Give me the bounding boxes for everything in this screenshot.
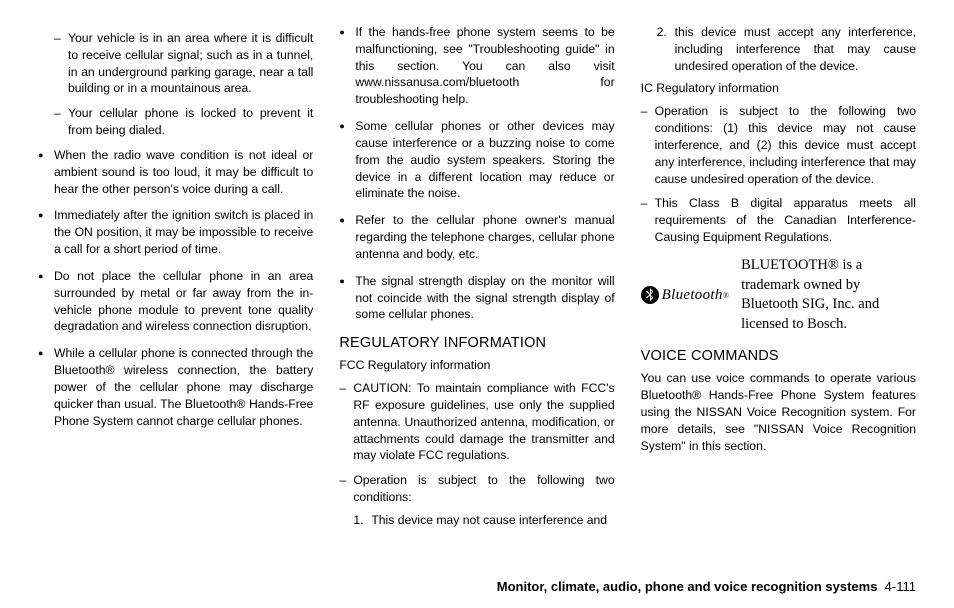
bluetooth-logo: Bluetooth® [641, 285, 729, 306]
bluetooth-icon [641, 286, 659, 304]
text-item: While a cellular phone is connected thro… [38, 345, 313, 429]
column-1: Your vehicle is in an area where it is d… [38, 24, 313, 554]
text-item: this device must accept any interference… [657, 24, 916, 74]
heading-regulatory: REGULATORY INFORMATION [339, 333, 614, 353]
subheading-fcc: FCC Regulatory information [339, 357, 614, 374]
bluetooth-trademark-text: BLUETOOTH® is a trademark owned by Bluet… [741, 256, 916, 334]
registered-mark: ® [723, 290, 729, 301]
text-item: Some cellular phones or other devices ma… [339, 118, 614, 202]
text-item: Immediately after the ignition switch is… [38, 207, 313, 257]
bluetooth-wordmark: Bluetooth [662, 285, 723, 306]
column-3: this device must accept any interference… [641, 24, 916, 554]
subheading-ic: IC Regulatory information [641, 80, 916, 97]
page-footer: Monitor, climate, audio, phone and voice… [497, 579, 916, 594]
text-item: Operation is subject to the following tw… [641, 103, 916, 187]
page-columns: Your vehicle is in an area where it is d… [38, 24, 916, 554]
text-item: Your cellular phone is locked to prevent… [54, 105, 313, 139]
text-item: Operation is subject to the following tw… [339, 472, 614, 528]
heading-voice-commands: VOICE COMMANDS [641, 346, 916, 366]
footer-page: 4-111 [885, 579, 916, 594]
text-item: Refer to the cellular phone owner's manu… [339, 212, 614, 262]
text-item: If the hands-free phone system seems to … [339, 24, 614, 108]
text-item: When the radio wave condition is not ide… [38, 147, 313, 197]
column-2: If the hands-free phone system seems to … [339, 24, 614, 554]
text-item: This Class B digital apparatus meets all… [641, 195, 916, 245]
text-item: Your vehicle is in an area where it is d… [54, 30, 313, 97]
text-item: CAUTION: To maintain compliance with FCC… [339, 380, 614, 464]
footer-section: Monitor, climate, audio, phone and voice… [497, 579, 878, 594]
text-paragraph: You can use voice commands to operate va… [641, 370, 916, 454]
text-item: Do not place the cellular phone in an ar… [38, 268, 313, 335]
text-item: The signal strength display on the monit… [339, 273, 614, 323]
text-item: This device may not cause interference a… [353, 512, 614, 529]
bluetooth-trademark-row: Bluetooth® BLUETOOTH® is a trademark own… [641, 256, 916, 334]
